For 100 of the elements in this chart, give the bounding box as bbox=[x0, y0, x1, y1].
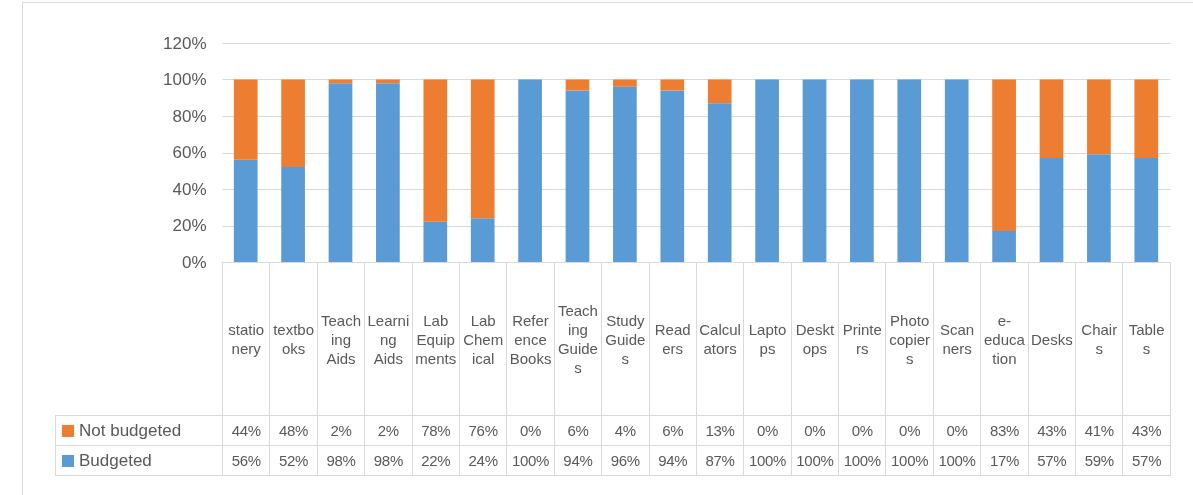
bar bbox=[470, 79, 495, 219]
bar bbox=[1134, 79, 1159, 158]
bar bbox=[992, 230, 1016, 262]
bar bbox=[850, 79, 874, 262]
data-label: 6% bbox=[649, 415, 697, 446]
data-label: 0% bbox=[743, 415, 792, 446]
x-tick-label: Laptops bbox=[743, 262, 792, 416]
x-tick-label: Calculators bbox=[696, 262, 744, 416]
data-label: 57% bbox=[1028, 445, 1076, 476]
bar bbox=[1087, 79, 1111, 155]
bar bbox=[1039, 79, 1064, 158]
y-tick-label: 80% bbox=[172, 106, 207, 126]
data-label: 87% bbox=[696, 445, 744, 476]
data-label: 0% bbox=[933, 415, 981, 446]
data-label: 0% bbox=[838, 415, 886, 446]
bar bbox=[660, 90, 685, 262]
data-label: 0% bbox=[885, 415, 934, 446]
bar bbox=[233, 159, 258, 262]
bar bbox=[423, 221, 448, 262]
bar bbox=[281, 79, 305, 168]
data-label: 4% bbox=[601, 415, 650, 446]
bar bbox=[281, 167, 305, 262]
data-label: 76% bbox=[459, 415, 507, 446]
x-tick-label: stationery bbox=[222, 262, 270, 416]
data-label: 41% bbox=[1075, 415, 1123, 446]
y-tick-label: 60% bbox=[172, 143, 207, 162]
bar bbox=[802, 79, 827, 262]
data-label: 43% bbox=[1122, 415, 1171, 446]
bar bbox=[565, 90, 590, 262]
data-label: 94% bbox=[554, 445, 602, 476]
bar bbox=[1134, 157, 1159, 262]
data-label: 57% bbox=[1122, 445, 1171, 476]
bar bbox=[328, 83, 353, 262]
bar bbox=[707, 103, 732, 262]
data-label: 100% bbox=[885, 445, 934, 476]
data-label: 56% bbox=[222, 445, 270, 476]
x-tick-label: Learning Aids bbox=[364, 262, 413, 416]
x-tick-label: Teaching Guides bbox=[554, 262, 602, 416]
bar bbox=[707, 79, 732, 104]
bar bbox=[518, 79, 542, 262]
data-label: 100% bbox=[506, 445, 555, 476]
x-tick-label: Readers bbox=[649, 262, 697, 416]
x-tick-label: Tables bbox=[1122, 262, 1171, 416]
bar bbox=[755, 79, 779, 262]
data-label: 43% bbox=[1028, 415, 1076, 446]
data-label: 100% bbox=[743, 445, 792, 476]
x-tick-label: textbooks bbox=[269, 262, 318, 416]
bar bbox=[613, 86, 637, 262]
y-tick-label: 120% bbox=[163, 33, 207, 53]
data-label: 2% bbox=[364, 415, 413, 446]
data-label: 13% bbox=[696, 415, 744, 446]
bar bbox=[233, 79, 258, 160]
x-tick-label: Lab Chemical bbox=[459, 262, 507, 416]
data-label: 96% bbox=[601, 445, 650, 476]
data-label: 44% bbox=[222, 415, 270, 446]
data-label: 100% bbox=[838, 445, 886, 476]
bar bbox=[1087, 154, 1111, 262]
data-label: 100% bbox=[791, 445, 839, 476]
legend-label: Budgeted bbox=[55, 445, 223, 476]
bar bbox=[470, 218, 495, 262]
x-tick-label: Desks bbox=[1028, 262, 1076, 416]
data-label: 48% bbox=[269, 415, 318, 446]
data-label: 2% bbox=[317, 415, 365, 446]
x-tick-label: Printers bbox=[838, 262, 886, 416]
data-label: 6% bbox=[554, 415, 602, 446]
x-tick-label: Chairs bbox=[1075, 262, 1123, 416]
data-label: 24% bbox=[459, 445, 507, 476]
data-label: 52% bbox=[269, 445, 318, 476]
data-label: 22% bbox=[412, 445, 460, 476]
bar bbox=[992, 79, 1016, 231]
data-label: 59% bbox=[1075, 445, 1123, 476]
data-label: 78% bbox=[412, 415, 460, 446]
y-tick-label: 20% bbox=[172, 216, 207, 235]
y-tick-label: 100% bbox=[163, 70, 207, 89]
bar bbox=[1039, 157, 1064, 262]
x-tick-label: Lab Equipments bbox=[412, 262, 460, 416]
bar bbox=[613, 79, 637, 87]
data-label: 94% bbox=[649, 445, 697, 476]
data-label: 0% bbox=[791, 415, 839, 446]
x-tick-label: Teaching Aids bbox=[317, 262, 365, 416]
data-label: 83% bbox=[980, 415, 1029, 446]
x-tick-label: Scanners bbox=[933, 262, 981, 416]
x-tick-label: Reference Books bbox=[506, 262, 555, 416]
bar bbox=[423, 79, 448, 222]
y-tick-label: 40% bbox=[172, 179, 207, 199]
bar bbox=[944, 79, 969, 262]
bar bbox=[376, 83, 400, 262]
data-label: 98% bbox=[364, 445, 413, 476]
y-tick-label: 0% bbox=[181, 252, 207, 272]
data-label: 17% bbox=[980, 445, 1029, 476]
x-tick-label: Photocopiers bbox=[885, 262, 934, 416]
data-label: 0% bbox=[506, 415, 555, 446]
bar bbox=[897, 79, 922, 262]
data-label: 100% bbox=[933, 445, 981, 476]
bar bbox=[660, 79, 685, 91]
x-tick-label: Desktops bbox=[791, 262, 839, 416]
x-tick-label: e-education bbox=[980, 262, 1029, 416]
x-tick-label: Study Guides bbox=[601, 262, 650, 416]
legend-label: Not budgeted bbox=[55, 415, 223, 446]
data-label: 98% bbox=[317, 445, 365, 476]
